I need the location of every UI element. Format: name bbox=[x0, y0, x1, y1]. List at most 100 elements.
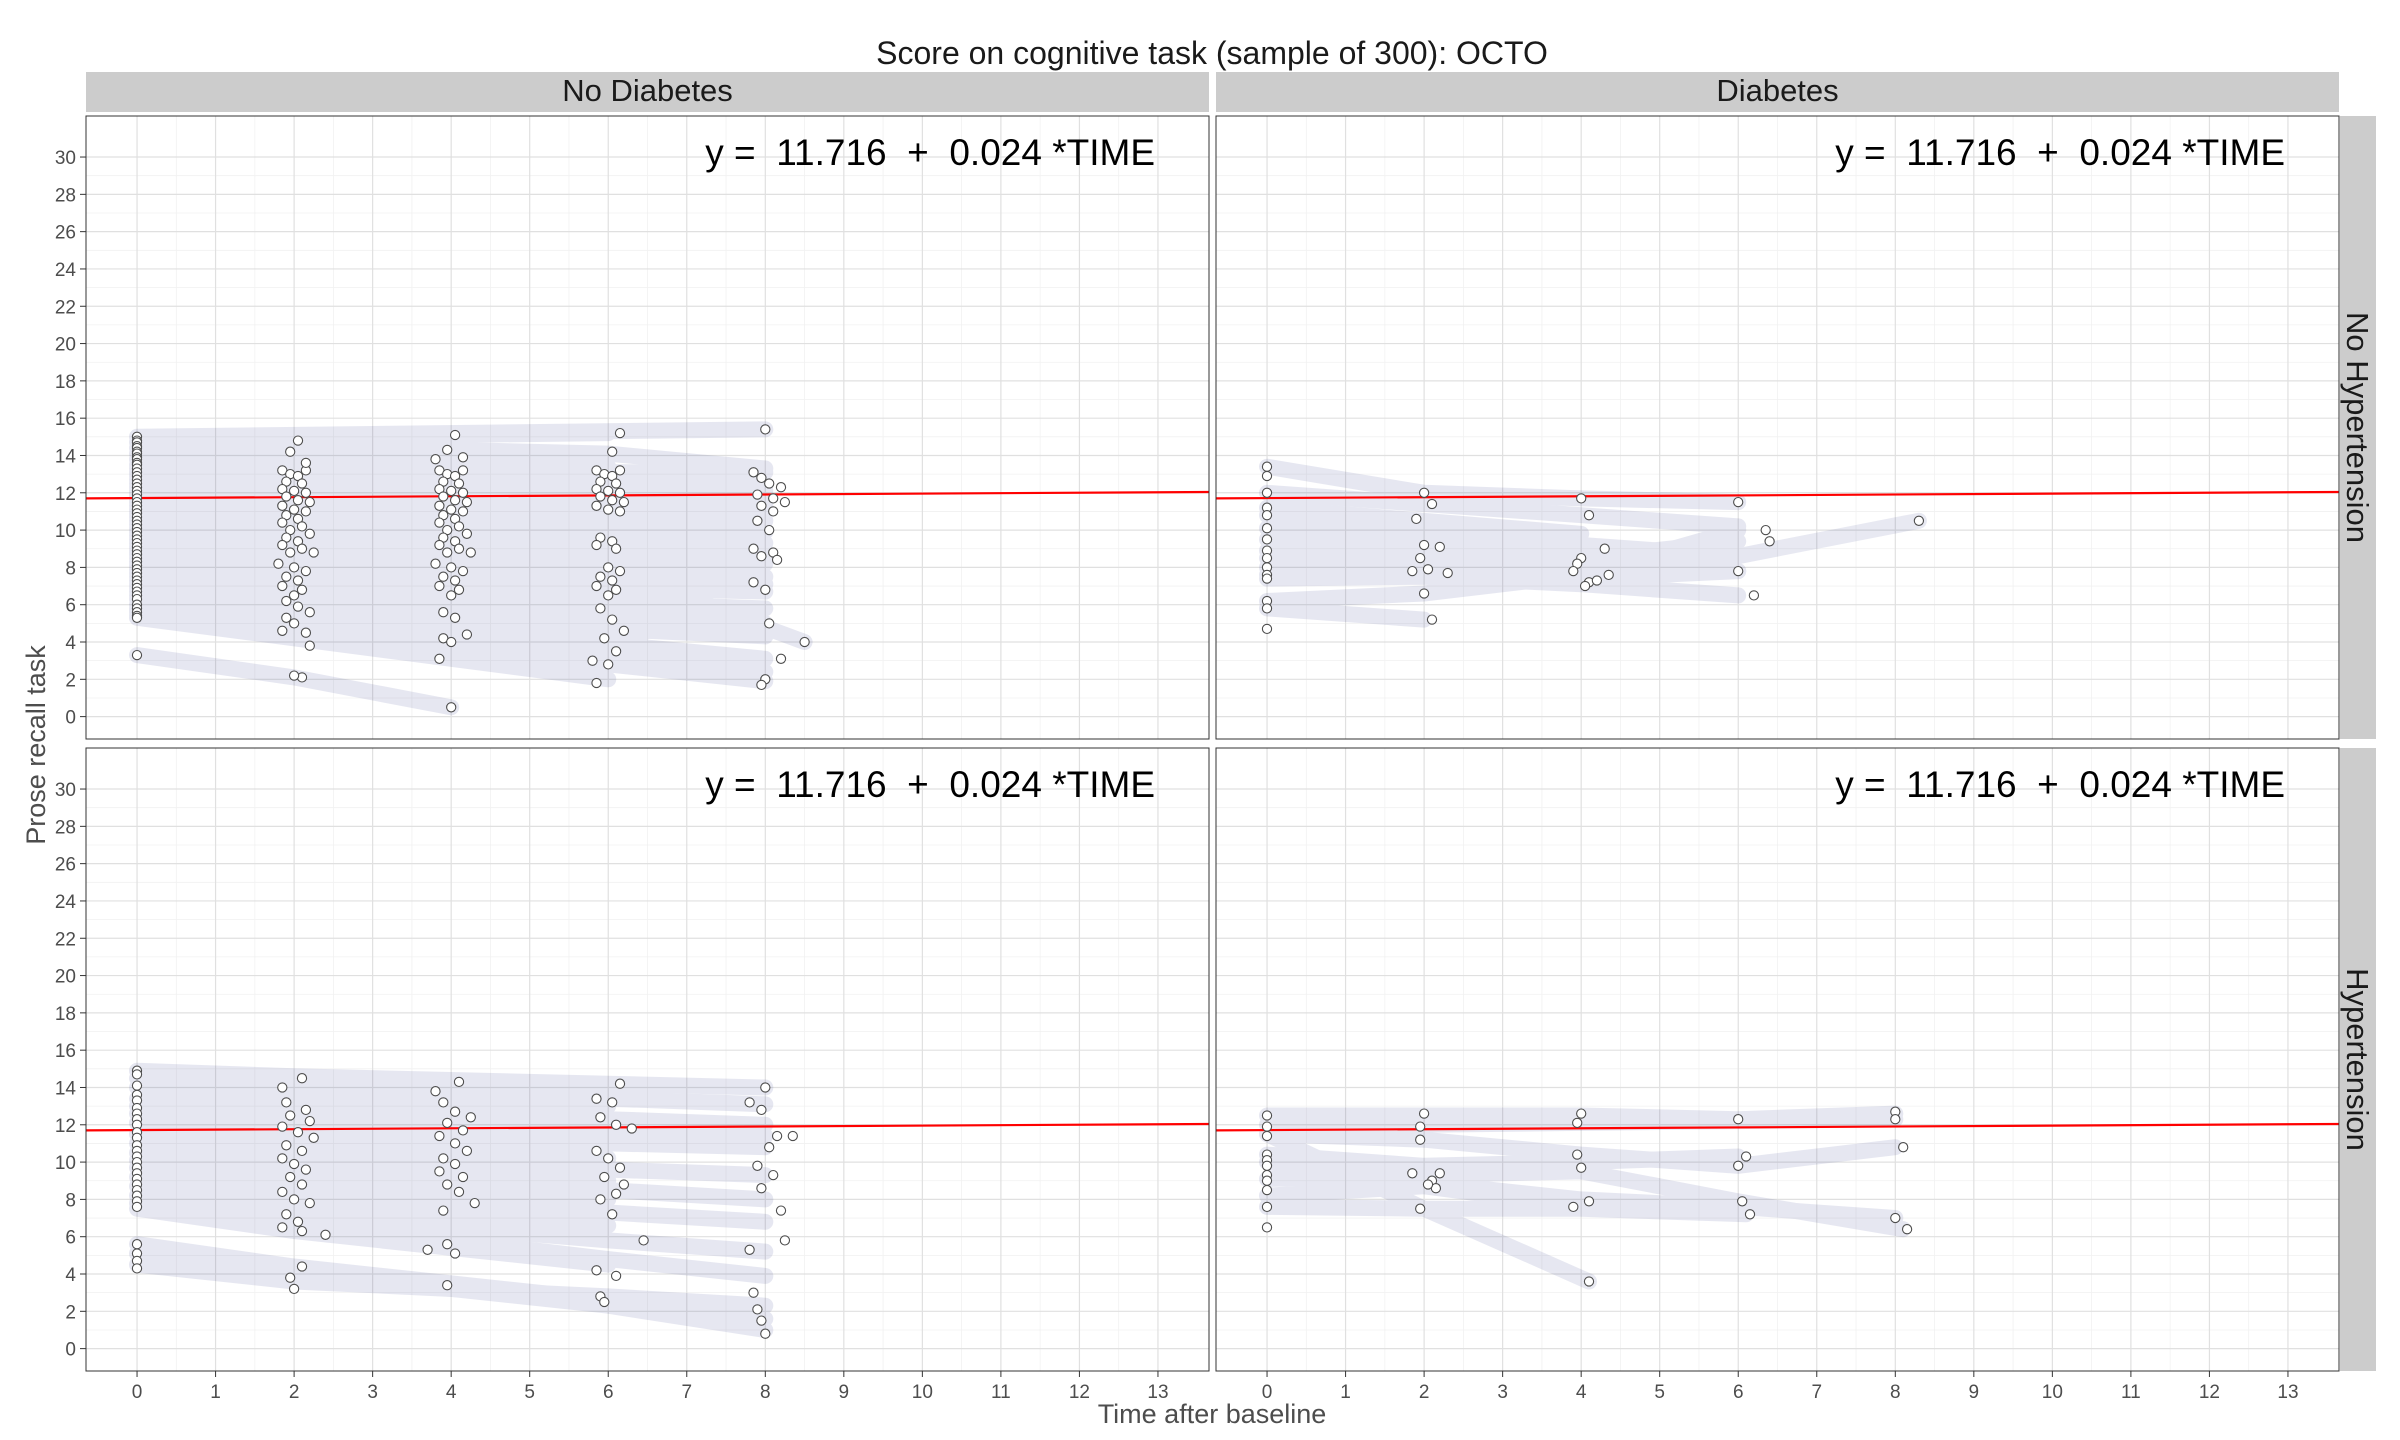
data-point bbox=[430, 558, 441, 569]
data-point bbox=[442, 1280, 453, 1291]
data-point bbox=[277, 1082, 288, 1093]
grid bbox=[86, 116, 1209, 739]
data-point bbox=[304, 528, 315, 539]
data-point bbox=[756, 679, 767, 691]
strip-column-label: Diabetes bbox=[1716, 73, 1838, 108]
y-tick-label: 8 bbox=[65, 558, 76, 579]
data-point bbox=[453, 521, 465, 532]
y-tick-label: 22 bbox=[55, 297, 76, 318]
x-tick-label: 10 bbox=[912, 1382, 933, 1403]
data-point bbox=[1261, 623, 1273, 635]
fit-equation: y = 11.716 + 0.024 *TIME bbox=[705, 764, 1155, 805]
y-tick-label: 4 bbox=[65, 633, 76, 654]
y-tick-label: 6 bbox=[65, 1228, 76, 1249]
x-tick-label: 7 bbox=[681, 1382, 692, 1403]
data-point bbox=[296, 478, 308, 489]
trajectory-line bbox=[129, 425, 617, 451]
data-point bbox=[1415, 1121, 1426, 1132]
fit-line bbox=[1216, 1122, 2339, 1132]
x-tick-label: 8 bbox=[1890, 1382, 1901, 1403]
data-point bbox=[300, 506, 312, 517]
data-point bbox=[430, 1086, 441, 1097]
panel-0: y = 11.716 + 0.024 *TIME0246810121416182… bbox=[55, 115, 1210, 740]
data-point bbox=[288, 670, 300, 681]
data-point bbox=[610, 478, 622, 489]
data-point bbox=[285, 547, 296, 558]
data-point bbox=[281, 612, 292, 623]
data-point bbox=[457, 465, 469, 476]
data-point bbox=[434, 539, 445, 551]
data-point bbox=[288, 562, 300, 573]
data-point bbox=[449, 495, 461, 506]
data-point bbox=[591, 1093, 602, 1104]
data-point bbox=[277, 625, 288, 636]
data-point bbox=[449, 1138, 461, 1149]
x-tick-label: 3 bbox=[1497, 1382, 1508, 1403]
data-point bbox=[1733, 496, 1744, 508]
data-point bbox=[1579, 580, 1591, 592]
data-point bbox=[756, 1315, 767, 1326]
data-point bbox=[764, 478, 775, 489]
data-point bbox=[1261, 534, 1273, 545]
data-point bbox=[1572, 1149, 1583, 1160]
data-point bbox=[1576, 1162, 1587, 1173]
data-point bbox=[300, 457, 312, 469]
data-point bbox=[760, 1082, 771, 1093]
strip-row-1: Hypertension bbox=[2340, 748, 2376, 1371]
y-tick-label: 28 bbox=[55, 817, 76, 838]
data-point bbox=[465, 547, 476, 558]
data-point bbox=[300, 487, 312, 498]
data-point bbox=[1748, 590, 1760, 601]
data-point bbox=[434, 1166, 445, 1177]
data-point bbox=[1901, 1224, 1913, 1235]
data-point bbox=[756, 1104, 767, 1116]
x-tick-label: 12 bbox=[2199, 1382, 2220, 1403]
trajectory-line bbox=[1259, 458, 1747, 511]
data-point bbox=[607, 446, 618, 457]
data-point bbox=[131, 1239, 143, 1250]
grid bbox=[86, 748, 1209, 1371]
trajectory-line bbox=[129, 596, 774, 667]
x-tick-label: 9 bbox=[1969, 1382, 1980, 1403]
data-point bbox=[1733, 1160, 1744, 1171]
data-point bbox=[1434, 541, 1445, 553]
trajectory-line bbox=[129, 1195, 774, 1284]
trajectory-line bbox=[129, 553, 774, 593]
data-point bbox=[131, 612, 143, 623]
panel-border bbox=[85, 747, 1210, 1372]
data-point bbox=[288, 1194, 300, 1205]
trajectory-line bbox=[129, 1200, 617, 1273]
trajectory-line bbox=[1259, 559, 1590, 589]
data-point bbox=[457, 1125, 469, 1136]
data-point bbox=[607, 495, 618, 506]
data-point bbox=[457, 506, 469, 517]
y-tick-label: 14 bbox=[55, 1078, 77, 1099]
data-point bbox=[453, 584, 465, 595]
strip-column-bg bbox=[86, 72, 1209, 112]
x-tick-label: 11 bbox=[991, 1382, 1011, 1403]
trajectory-line bbox=[129, 1159, 617, 1208]
x-tick-label: 9 bbox=[839, 1382, 850, 1403]
data-point bbox=[744, 1244, 755, 1255]
strip-row-label: Hypertension bbox=[2340, 968, 2375, 1151]
strip-column-label: No Diabetes bbox=[562, 73, 733, 108]
data-point bbox=[438, 1097, 449, 1108]
trajectory-line bbox=[129, 509, 617, 542]
data-point bbox=[603, 590, 614, 601]
data-point bbox=[595, 1112, 606, 1123]
data-point bbox=[296, 584, 308, 595]
data-point bbox=[1261, 603, 1273, 614]
y-tick-label: 16 bbox=[55, 1041, 76, 1062]
trajectory-line bbox=[1259, 1154, 1904, 1226]
data-point bbox=[1418, 1108, 1430, 1119]
fit-line bbox=[86, 1122, 1209, 1132]
data-point bbox=[1261, 470, 1273, 482]
strip-column-0: No Diabetes bbox=[86, 72, 1209, 112]
data-point bbox=[449, 575, 461, 586]
data-point bbox=[277, 1153, 288, 1164]
data-point bbox=[131, 1080, 143, 1091]
data-point bbox=[799, 636, 810, 648]
data-point bbox=[610, 584, 622, 595]
data-point bbox=[131, 1201, 143, 1213]
